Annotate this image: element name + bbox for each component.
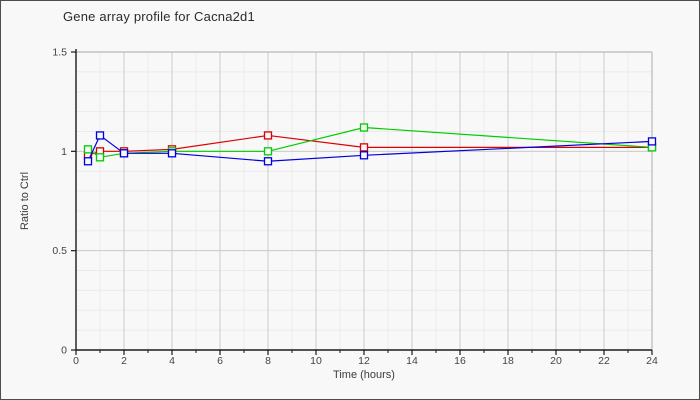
x-tick-label: 10 [310,355,322,367]
x-tick-label: 24 [646,355,658,367]
x-tick-label: 6 [217,355,223,367]
x-tick-label: 8 [265,355,271,367]
x-tick-label: 0 [73,355,79,367]
blue-series-marker [83,157,93,166]
blue-series-marker [263,157,273,166]
blue-series-marker [167,149,177,158]
red-series-marker [263,131,273,140]
x-tick-label: 2 [121,355,127,367]
chart-title: Gene array profile for Cacna2d1 [63,9,255,24]
x-tick-label: 16 [454,355,466,367]
y-tick-label: 1 [61,146,67,158]
blue-series-marker [359,151,369,160]
blue-series-marker [119,149,129,158]
green-series-marker [263,147,273,156]
blue-series-marker [95,131,105,140]
green-series-marker [359,123,369,132]
green-series-marker [83,145,93,154]
green-series-marker [95,153,105,162]
x-tick-label: 4 [169,355,175,367]
y-tick-label: 1.5 [52,47,67,59]
red-series-marker [359,143,369,152]
x-tick-label: 18 [502,355,514,367]
x-tick-label: 12 [358,355,370,367]
y-tick-label: 0.5 [52,245,67,257]
x-axis-title: Time (hours) [333,369,395,381]
x-tick-label: 14 [406,355,418,367]
x-tick-label: 20 [550,355,562,367]
x-tick-label: 22 [598,355,610,367]
y-tick-label: 0 [61,345,67,357]
blue-series-marker [647,137,657,146]
